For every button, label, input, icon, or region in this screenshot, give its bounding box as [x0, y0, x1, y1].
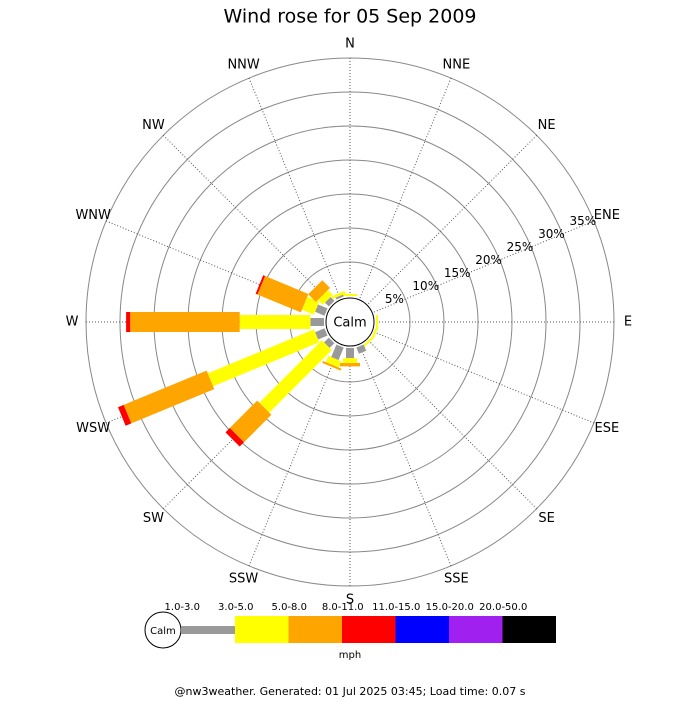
spoke [162, 134, 332, 304]
bar-segment [225, 428, 244, 447]
bar-segment [308, 280, 330, 302]
calm-circle [325, 297, 375, 347]
spoke [248, 77, 341, 299]
legend-swatch [502, 616, 556, 643]
bar-segment [315, 304, 328, 316]
bar-segment [335, 294, 344, 300]
spoke [368, 340, 538, 510]
legend-label: 11.0-15.0 [372, 602, 420, 613]
r-tick-label: 25% [507, 240, 534, 254]
direction-label: SSW [229, 571, 259, 586]
r-tick-label: 10% [412, 279, 439, 293]
bar-segment [331, 344, 344, 361]
unit-label: mph [339, 650, 361, 661]
bar-segment [255, 275, 266, 295]
bar-segment [346, 348, 354, 359]
legend-label: 1.0-3.0 [165, 602, 200, 613]
direction-label: SE [538, 511, 554, 526]
legend-label: 20.0-50.0 [479, 602, 527, 613]
direction-label: W [66, 315, 79, 330]
bar-segment [315, 328, 328, 340]
direction-label: WSW [76, 421, 110, 436]
bar-segment [376, 315, 378, 329]
r-tick-label: 15% [444, 266, 471, 280]
bar-segment [259, 340, 332, 413]
direction-label: S [346, 593, 354, 608]
direction-label: NW [142, 118, 165, 133]
r-tick-label: 30% [538, 227, 565, 241]
direction-label: E [624, 315, 632, 330]
bar-segment [229, 400, 272, 443]
spoke [373, 331, 595, 424]
direction-label: N [345, 37, 355, 52]
direction-label: SSE [444, 571, 469, 586]
r-tick-label: 5% [385, 292, 404, 306]
bar-segment [123, 370, 215, 424]
legend-label: 15.0-20.0 [426, 602, 474, 613]
bar-segment [318, 290, 333, 305]
direction-label: NNW [227, 58, 259, 73]
bar-segment [310, 318, 324, 326]
bar-segment [340, 363, 360, 367]
legend-label: 8.0-11.0 [322, 602, 364, 613]
bar-segment [207, 329, 320, 387]
bar-segment [239, 315, 311, 329]
spoke [248, 345, 341, 567]
bar-segment [126, 312, 131, 332]
direction-label: NNE [443, 58, 471, 73]
direction-label: SW [143, 511, 164, 526]
spoke [359, 345, 452, 567]
legend-swatch [342, 616, 396, 643]
bar-segment [322, 361, 342, 371]
bar-segment [130, 312, 240, 332]
direction-label: ESE [594, 421, 619, 436]
bar-segment [343, 294, 357, 296]
bar-segment [325, 355, 342, 368]
legend-label: 5.0-8.0 [272, 602, 307, 613]
legend-swatch [449, 616, 503, 643]
spoke [359, 77, 452, 299]
calm-label: Calm [333, 316, 366, 331]
bar-segment [324, 337, 335, 348]
spoke [368, 134, 538, 304]
bar-segment [324, 296, 335, 307]
bar-segment [257, 276, 309, 313]
legend-swatch [235, 616, 289, 643]
legend-calm-label: Calm [150, 626, 176, 637]
bar-segment [331, 290, 346, 299]
legend-swatch [395, 616, 449, 643]
direction-label: NE [538, 118, 556, 133]
footer: @nw3weather. Generated: 01 Jul 2025 03:4… [175, 685, 526, 698]
bar-segment [301, 296, 320, 315]
r-tick-label: 35% [569, 214, 596, 228]
direction-label: ENE [594, 208, 620, 223]
direction-label: WNW [75, 208, 111, 223]
legend-swatch [288, 616, 342, 643]
bar-segment [118, 404, 132, 426]
chart-title: Wind rose for 05 Sep 2009 [223, 6, 476, 28]
legend-label: 3.0-5.0 [218, 602, 253, 613]
bar-segment [343, 358, 357, 363]
r-tick-label: 20% [475, 253, 502, 267]
bar-segment [363, 335, 375, 347]
spoke [373, 220, 595, 313]
bar-segment [356, 344, 367, 354]
